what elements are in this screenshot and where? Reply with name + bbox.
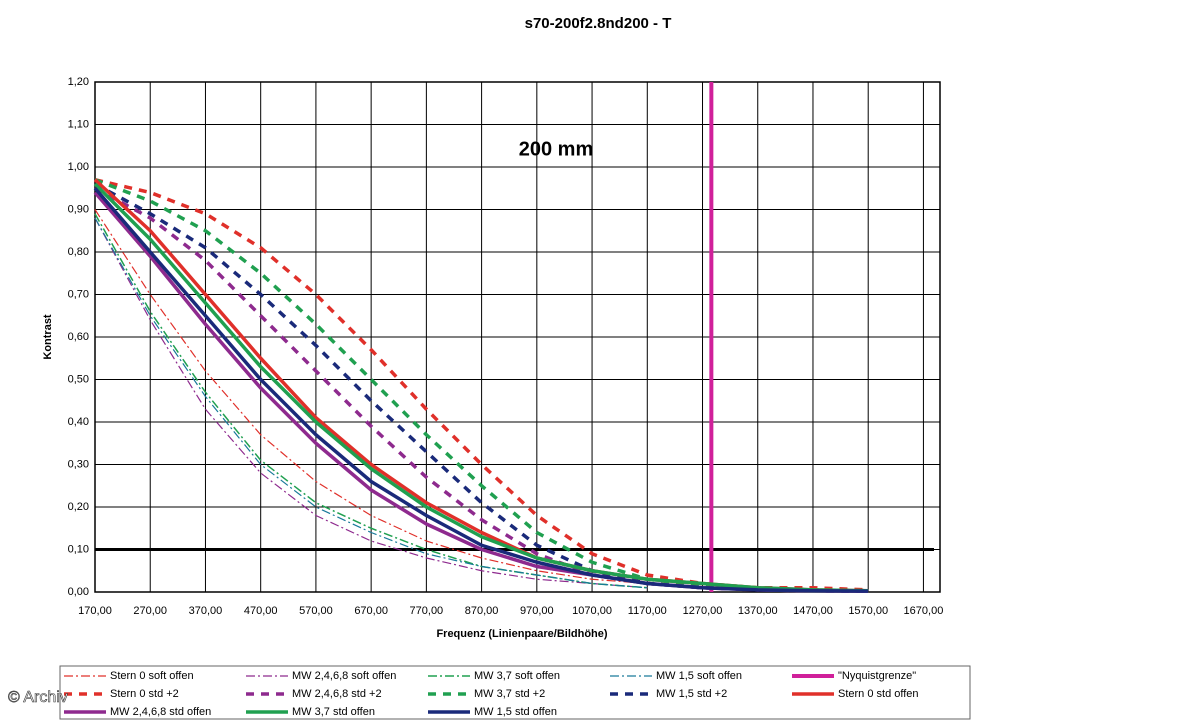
x-tick-label: 1270,00 [683,605,723,617]
y-axis-label: Kontrast [42,314,54,360]
x-tick-label: 670,00 [354,605,388,617]
x-tick-label: 970,00 [520,605,554,617]
legend-label: MW 1,5 soft offen [656,670,742,682]
y-tick-label: 0,30 [68,458,89,470]
plot-border [94,81,941,593]
y-tick-label: 0,90 [68,203,89,215]
y-tick-label: 1,10 [68,118,89,130]
y-tick-label: 0,00 [68,586,89,598]
legend-label: Stern 0 soft offen [110,670,194,682]
x-tick-label: 470,00 [244,605,278,617]
annotation: 200 mm [519,138,594,160]
legend-label: MW 1,5 std +2 [656,688,727,700]
x-tick-label: 370,00 [189,605,223,617]
legend-label: Stern 0 std +2 [110,688,179,700]
y-tick-label: 1,20 [68,76,89,88]
x-tick-label: 1570,00 [848,605,888,617]
legend-label: Stern 0 std offen [838,688,919,700]
legend-label: MW 2,4,6,8 soft offen [292,670,396,682]
x-tick-label: 570,00 [299,605,333,617]
x-tick-label: 1670,00 [904,605,944,617]
x-tick-label: 170,00 [78,605,112,617]
x-tick-label: 870,00 [465,605,499,617]
y-tick-label: 0,20 [68,501,89,513]
series-line [94,217,648,589]
legend-box [59,665,971,720]
legend-label: "Nyquistgrenze" [838,670,916,682]
x-axis-label: Frequenz (Linienpaare/Bildhöhe) [436,628,607,640]
chart-title: s70-200f2.8nd200 - T [525,15,672,32]
x-tick-label: 270,00 [133,605,167,617]
watermark: © Archiv [8,689,68,706]
legend-label: MW 3,7 std offen [292,706,375,718]
y-tick-label: 0,70 [68,288,89,300]
x-tick-label: 1470,00 [793,605,833,617]
y-tick-label: 0,10 [68,543,89,555]
legend-label: MW 2,4,6,8 std +2 [292,688,382,700]
legend-label: MW 3,7 soft offen [474,670,560,682]
legend-label: MW 1,5 std offen [474,706,557,718]
y-tick-label: 0,80 [68,246,89,258]
y-tick-label: 0,50 [68,373,89,385]
x-tick-label: 1370,00 [738,605,778,617]
x-tick-label: 770,00 [410,605,444,617]
y-tick-label: 0,60 [68,331,89,343]
legend-label: MW 3,7 std +2 [474,688,545,700]
y-tick-label: 0,40 [68,416,89,428]
y-tick-label: 1,00 [68,161,89,173]
x-tick-label: 1170,00 [628,605,667,617]
legend-label: MW 2,4,6,8 std offen [110,706,211,718]
series-line [94,217,648,589]
x-tick-label: 1070,00 [572,605,612,617]
series-line [93,182,869,593]
series-line [93,187,869,593]
